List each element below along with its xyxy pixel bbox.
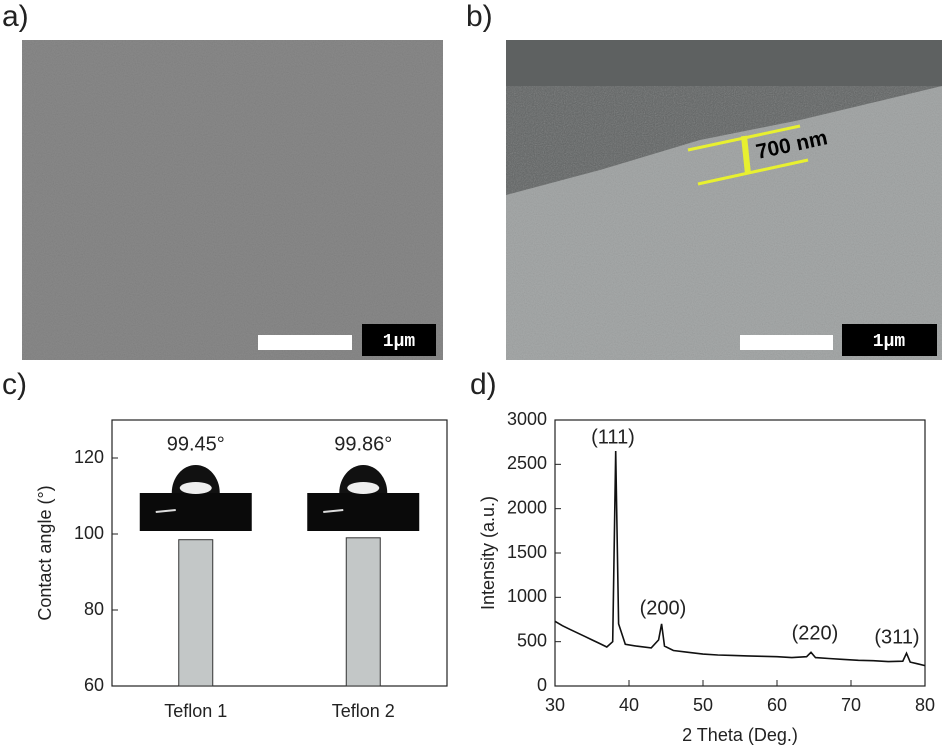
x-tick-label: 30	[545, 695, 565, 715]
surface-glint	[155, 509, 176, 513]
x-axis-label: 2 Theta (Deg.)	[682, 725, 798, 745]
scale-bar	[740, 335, 833, 350]
y-tick-label: 2000	[507, 497, 547, 517]
y-axis-label: Contact angle (°)	[35, 485, 55, 620]
x-tick-label: 60	[767, 695, 787, 715]
panel-label: d)	[470, 368, 497, 401]
image-background	[22, 40, 443, 360]
x-tick-label: 40	[619, 695, 639, 715]
xrd-line	[554, 450, 926, 667]
y-tick-label: 0	[537, 675, 547, 695]
x-tick-label: Teflon 1	[164, 701, 227, 721]
angle-annotation: 99.86°	[334, 433, 392, 455]
scale-label: 1µm	[383, 332, 416, 352]
angle-annotation: 99.45°	[167, 433, 225, 455]
y-tick-label: 1500	[507, 542, 547, 562]
scale-box	[362, 324, 436, 356]
peak-label: (311)	[874, 626, 919, 648]
y-tick-label: 60	[84, 675, 104, 695]
y-axis-label: Intensity (a.u.)	[478, 496, 498, 610]
annotation-line	[741, 135, 751, 175]
x-tick-label: Teflon 2	[332, 701, 395, 721]
droplet-photo	[307, 465, 420, 531]
x-tick-label: 70	[841, 695, 861, 715]
x-tick-label: 50	[693, 695, 713, 715]
plot-frame	[111, 419, 448, 687]
cross-section	[506, 86, 942, 360]
scale-bar	[258, 335, 352, 350]
surface-glint	[323, 509, 344, 513]
y-tick-label: 1000	[507, 586, 547, 606]
droplet-highlight	[347, 482, 380, 494]
panel-label: c)	[2, 368, 27, 401]
peak-label: (220)	[792, 622, 839, 644]
y-tick-label: 120	[74, 447, 104, 467]
plot-frame	[554, 419, 926, 687]
peak-label: (200)	[640, 597, 687, 619]
scale-label: 1µm	[873, 332, 906, 352]
y-tick-label: 2500	[507, 453, 547, 473]
scale-box	[842, 324, 937, 356]
sem-image-b: 700 nm 1µm	[506, 40, 942, 360]
y-tick-label: 80	[84, 599, 104, 619]
peak-label: (111)	[591, 426, 635, 448]
sem-image-a: 1µm	[22, 40, 443, 360]
panel-label: a)	[2, 0, 29, 33]
droplet-highlight	[179, 482, 212, 494]
bar	[178, 539, 214, 687]
bar	[345, 537, 381, 687]
annotation-line	[697, 158, 809, 186]
y-tick-label: 100	[74, 523, 104, 543]
panel-label: b)	[466, 0, 493, 33]
x-tick-label: 80	[915, 695, 935, 715]
y-tick-label: 3000	[507, 409, 547, 429]
droplet-photo	[139, 465, 252, 531]
y-tick-label: 500	[517, 630, 547, 650]
